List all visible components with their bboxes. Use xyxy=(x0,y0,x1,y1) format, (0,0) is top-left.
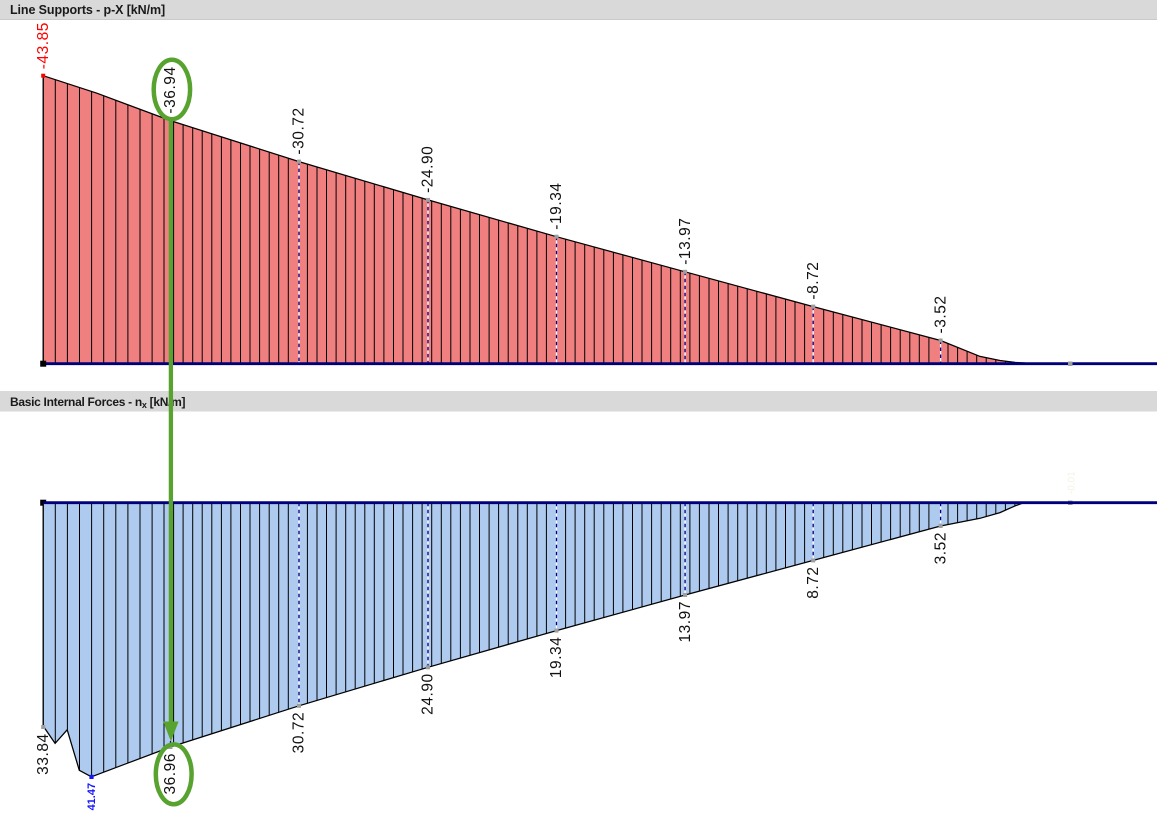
svg-text:-30.72: -30.72 xyxy=(291,107,308,154)
svg-text:41.47: 41.47 xyxy=(86,783,98,811)
svg-text:19.34: 19.34 xyxy=(548,637,565,679)
svg-text:24.90: 24.90 xyxy=(420,673,437,715)
svg-text:8.72: 8.72 xyxy=(805,566,822,598)
svg-text:-13.97: -13.97 xyxy=(677,218,694,265)
svg-text:-36.94: -36.94 xyxy=(162,66,179,113)
svg-text:-19.34: -19.34 xyxy=(548,182,565,229)
svg-text:3.52: 3.52 xyxy=(932,532,949,564)
svg-text:13.97: 13.97 xyxy=(677,601,694,643)
svg-text:-3.52: -3.52 xyxy=(932,295,949,333)
svg-text:-24.90: -24.90 xyxy=(420,146,437,193)
svg-text:Basic Internal Forces - nx [kN: Basic Internal Forces - nx [kN/m] xyxy=(10,395,185,410)
svg-text:36.96: 36.96 xyxy=(162,753,179,795)
svg-text:Line Supports - p-X [kN/m]: Line Supports - p-X [kN/m] xyxy=(10,3,165,17)
svg-text:33.84: 33.84 xyxy=(35,733,52,775)
svg-text:-43.85: -43.85 xyxy=(35,22,52,69)
svg-text:30.72: 30.72 xyxy=(291,712,308,754)
svg-text:-8.72: -8.72 xyxy=(805,262,822,300)
svg-text:-0.01: -0.01 xyxy=(1066,471,1077,494)
